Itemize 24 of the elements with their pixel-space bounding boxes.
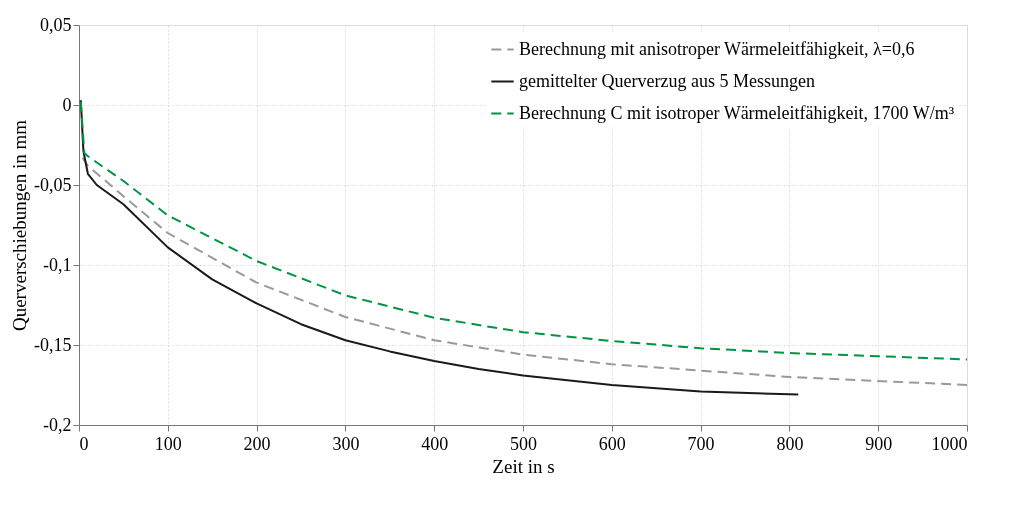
x-tick-label: 1000 [931,433,968,454]
y-tick-label: -0,1 [43,254,72,275]
legend-label: Berechnung mit anisotroper Wärmeleitfähigkeit, λ=0,6 [519,38,915,59]
x-tick-label: 600 [598,433,626,454]
legend-label: gemittelter Querverzug aus 5 Messungen [519,70,815,91]
x-tick-label: 0 [79,433,89,454]
x-tick-label: 300 [332,433,360,454]
x-axis-title: Zeit in s [492,455,555,477]
x-tick-label: 500 [510,433,537,454]
y-tick-label: 0 [62,94,72,115]
x-tick-label: 100 [154,433,182,454]
x-tick-label: 800 [776,433,804,454]
y-tick-label: -0,15 [34,334,72,355]
legend-label: Berechnung C mit isotroper Wärmeleitfähigkeit, 1700 W/m³ [519,102,955,123]
y-axis-title: Querverschiebungen in mm [9,119,31,332]
x-tick-label: 400 [421,433,449,454]
y-tick-label: -0,2 [43,414,72,435]
y-tick-label: -0,05 [34,174,72,195]
x-tick-label: 200 [243,433,271,454]
line-series [79,100,967,361]
x-tick-label: 700 [687,433,715,454]
x-tick-label: 900 [865,433,893,454]
line-series [81,156,967,386]
y-tick-label: 0,05 [40,14,72,35]
